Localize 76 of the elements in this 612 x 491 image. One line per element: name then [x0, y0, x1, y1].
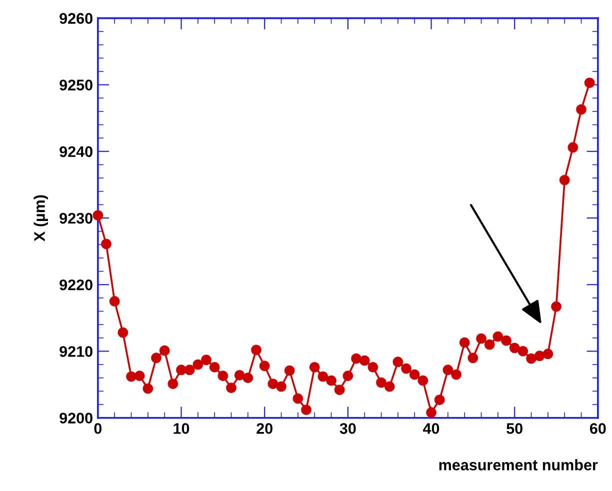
- y-tick-label: 9230: [60, 212, 92, 224]
- point: [376, 377, 386, 388]
- point: [218, 370, 228, 382]
- y-tick-label: 9260: [60, 13, 92, 24]
- point: [134, 370, 145, 382]
- point: [576, 104, 586, 115]
- x-tick-label: 50: [506, 423, 522, 434]
- point: [151, 352, 162, 364]
- point: [342, 370, 354, 382]
- point: [359, 355, 370, 366]
- x-tick-label: 40: [422, 423, 440, 434]
- point: [234, 370, 245, 380]
- point: [126, 371, 136, 382]
- point: [451, 369, 462, 380]
- point: [459, 337, 470, 348]
- x-tick-label: 60: [590, 423, 606, 434]
- point: [209, 362, 220, 372]
- point: [326, 375, 336, 386]
- point: [368, 362, 378, 372]
- x-axis-title: measurement number: [439, 459, 598, 470]
- point: [476, 333, 486, 344]
- point: [176, 364, 186, 376]
- y-axis-title: X (µm): [34, 195, 48, 242]
- point: [251, 344, 262, 356]
- point: [442, 364, 454, 376]
- point: [268, 378, 278, 390]
- point: [192, 359, 204, 370]
- x-tick-label: 20: [256, 423, 272, 434]
- y-tick-label: 9210: [60, 346, 92, 357]
- y-tick-label: 9250: [60, 80, 92, 90]
- point: [318, 371, 328, 382]
- point: [284, 365, 295, 376]
- point: [468, 352, 478, 364]
- point: [492, 331, 504, 342]
- point: [92, 210, 104, 221]
- point: [434, 394, 445, 406]
- x-tick-label: 10: [174, 423, 190, 434]
- point: [568, 142, 578, 153]
- point: [101, 238, 112, 250]
- x-tick-label: 0: [94, 423, 102, 434]
- point: [276, 381, 286, 392]
- point: [409, 369, 420, 380]
- y-tick-label: 9240: [60, 146, 92, 158]
- point: [334, 384, 345, 396]
- point: [426, 407, 436, 418]
- point: [259, 360, 270, 372]
- point: [351, 353, 362, 364]
- point: [584, 78, 595, 88]
- point: [242, 372, 254, 384]
- point: [159, 345, 170, 356]
- point: [518, 346, 528, 356]
- y-tick-label: 9200: [60, 412, 92, 424]
- point: [168, 378, 178, 390]
- point: [392, 356, 404, 368]
- point: [484, 339, 495, 350]
- point: [384, 381, 395, 392]
- point: [301, 404, 312, 416]
- point: [559, 174, 570, 186]
- point: [509, 342, 520, 354]
- point: [309, 362, 320, 372]
- point: [292, 393, 304, 404]
- point: [184, 364, 195, 376]
- point: [118, 327, 128, 338]
- point: [418, 375, 428, 386]
- point: [142, 383, 154, 394]
- point: [526, 353, 536, 364]
- point: [201, 354, 212, 366]
- point: [551, 301, 562, 312]
- point: [501, 335, 512, 346]
- point: [401, 363, 412, 374]
- y-tick-label: 9220: [60, 279, 92, 290]
- point: [534, 350, 545, 362]
- point: [542, 348, 554, 360]
- point: [226, 382, 236, 394]
- point: [109, 296, 120, 306]
- x-tick-label: 30: [340, 423, 356, 434]
